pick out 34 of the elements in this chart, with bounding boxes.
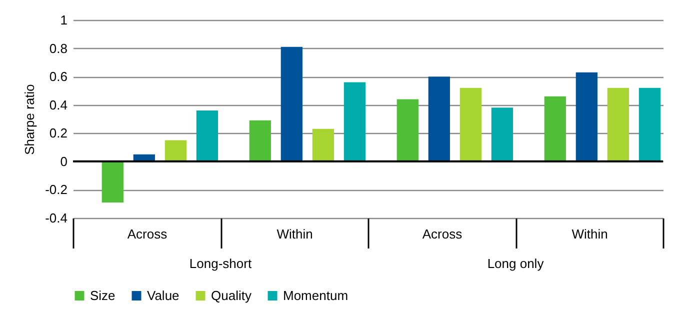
y-tick-label: 0.8 bbox=[49, 40, 68, 56]
y-tick-label: 0.6 bbox=[49, 69, 68, 84]
bar bbox=[576, 72, 598, 162]
bar bbox=[428, 76, 450, 162]
x-tick-label: Within bbox=[572, 226, 608, 242]
x-tick-label: Within bbox=[276, 226, 313, 242]
bar bbox=[164, 140, 186, 162]
y-tick-label: 0 bbox=[60, 154, 68, 169]
bar bbox=[102, 161, 124, 202]
bar bbox=[638, 88, 661, 162]
text: Long-short bbox=[189, 256, 252, 271]
x-tick-label: Across bbox=[127, 226, 168, 242]
y-tick-label: 0.4 bbox=[49, 97, 68, 112]
bar bbox=[607, 88, 629, 162]
bar bbox=[344, 82, 366, 162]
legend-label: Size bbox=[90, 288, 116, 303]
text: Long only bbox=[487, 256, 544, 271]
bar bbox=[196, 110, 218, 162]
bar bbox=[396, 99, 418, 162]
bar bbox=[491, 108, 514, 162]
y-tick-label: 1 bbox=[60, 12, 68, 28]
y-tick-label: -0.4 bbox=[45, 210, 68, 226]
legend-label: Quality bbox=[211, 288, 252, 303]
legend-label: Value bbox=[147, 288, 180, 303]
bar bbox=[249, 120, 271, 162]
x-tick-label: Across bbox=[422, 226, 463, 242]
legend-label: Momentum bbox=[283, 288, 348, 303]
y-tick-label: -0.2 bbox=[45, 182, 68, 198]
bar bbox=[460, 88, 482, 162]
y-axis-title: Sharpe ratio bbox=[22, 84, 38, 155]
bar bbox=[544, 96, 566, 162]
y-tick-label: 0.2 bbox=[49, 126, 68, 141]
bar bbox=[312, 128, 334, 162]
bar bbox=[280, 46, 302, 162]
